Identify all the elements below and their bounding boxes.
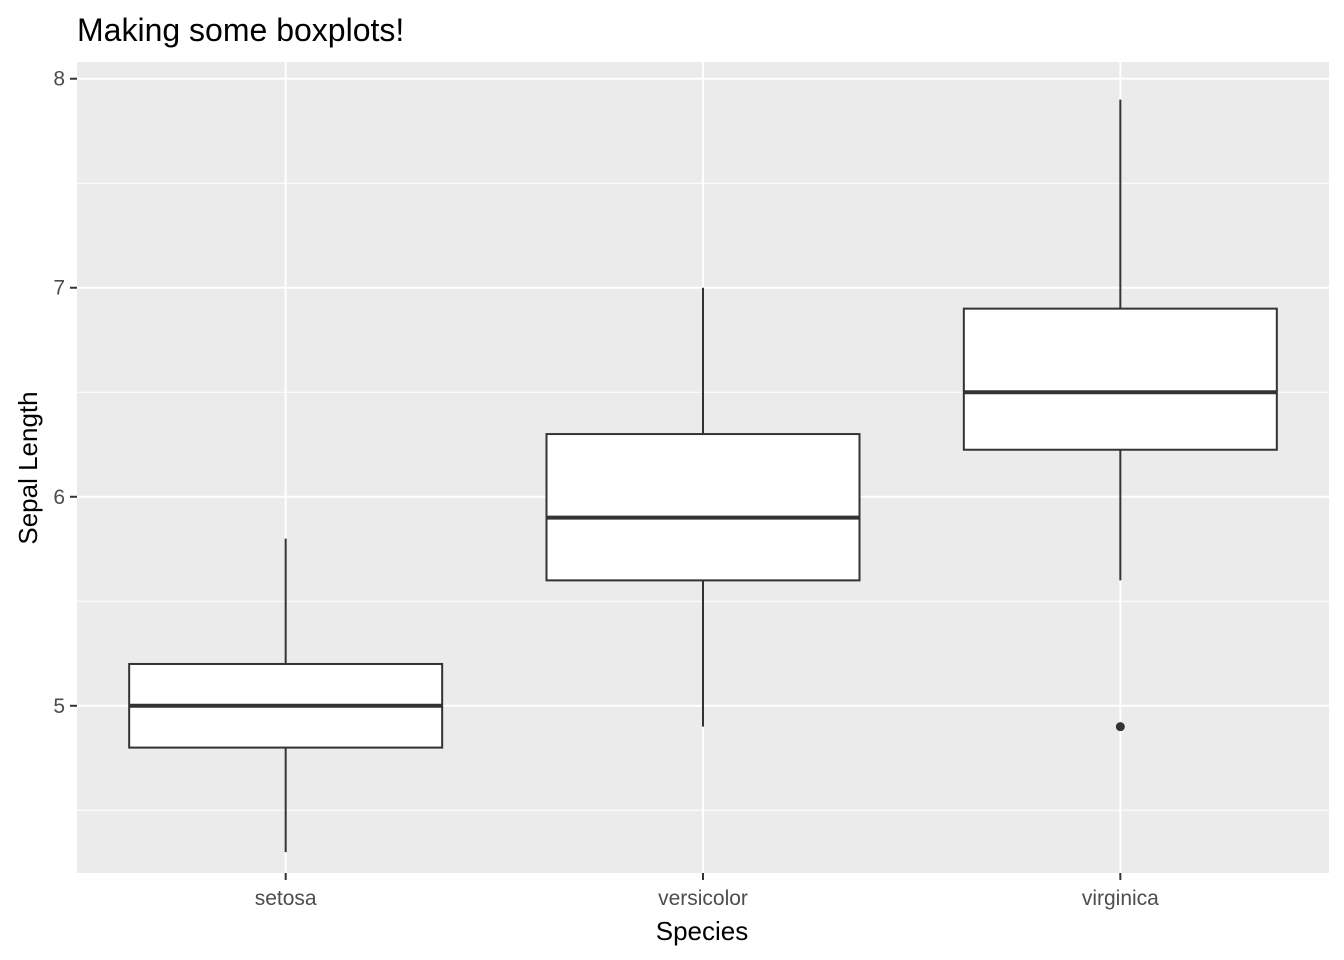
y-tick-label: 5 [53,695,65,718]
y-axis-title: Sepal Length [13,391,43,544]
x-tick-label: versicolor [658,887,748,910]
y-axis: 5 6 7 8 [53,68,77,718]
y-tick-label: 7 [53,277,65,300]
box-setosa [128,538,444,853]
x-tick-label: setosa [255,887,317,910]
outlier-point [1115,722,1125,732]
y-tick-label: 8 [53,68,65,91]
box-virginica [962,99,1278,732]
y-tick-label: 6 [53,486,65,509]
boxplot-series [128,99,1278,853]
x-tick-label: virginica [1082,887,1159,910]
iqr-box [545,433,861,582]
iqr-box [962,307,1278,451]
box-versicolor [545,287,861,727]
x-axis-title: Species [656,916,749,946]
chart-title: Making some boxplots! [77,12,404,48]
x-axis: setosa versicolor virginica [255,873,1159,910]
